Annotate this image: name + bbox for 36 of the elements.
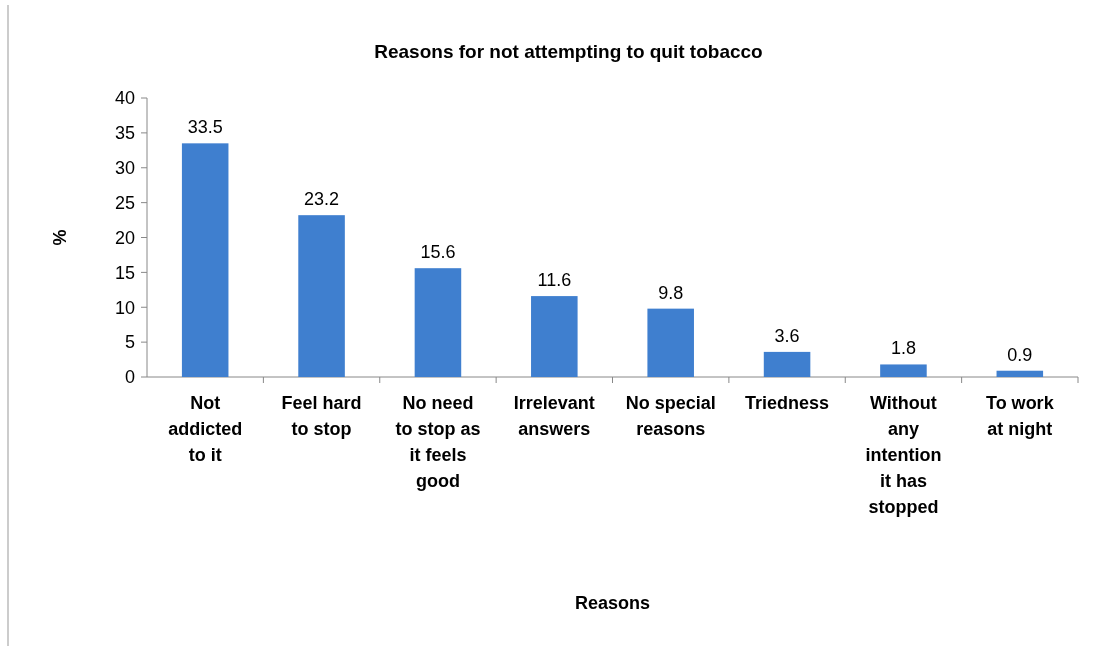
x-tick-label: No need to stop as it feels good [395, 393, 481, 491]
x-axis-title: Reasons [574, 593, 651, 613]
x-tick-label: Without any intention it has stopped [865, 393, 942, 517]
bar [414, 268, 462, 377]
y-tick-label: 40 [114, 88, 135, 109]
data-label: 9.8 [658, 282, 684, 303]
y-tick-label: 25 [114, 192, 135, 213]
x-tick-label: Irrelevant answers [513, 393, 595, 439]
data-label: 11.6 [537, 270, 572, 291]
x-tick-label: No special reasons [625, 393, 716, 439]
y-tick-label: 0 [124, 367, 135, 388]
bar [531, 296, 578, 377]
bar [647, 308, 694, 377]
y-tick-label: 20 [114, 227, 135, 248]
x-tick-label: To work at night [985, 393, 1055, 439]
bar [298, 215, 345, 377]
bar [181, 143, 229, 377]
bar [996, 370, 1044, 377]
y-tick-label: 10 [114, 297, 135, 318]
y-tick-label: 5 [124, 332, 135, 353]
y-tick-label: 35 [114, 123, 135, 144]
x-tick-label: Feel hard to stop [281, 393, 362, 439]
data-label: 3.6 [774, 325, 800, 346]
chart-title: Reasons for not attempting to quit tobacco [374, 41, 763, 62]
data-label: 15.6 [420, 242, 456, 263]
data-label: 23.2 [304, 189, 340, 210]
data-label: 1.8 [890, 338, 916, 359]
x-tick-label: Not addicted to it [168, 393, 243, 465]
data-label: 33.5 [187, 117, 223, 138]
data-label: 0.9 [1007, 344, 1033, 365]
y-axis-title: % [50, 229, 70, 246]
y-tick-label: 15 [114, 262, 135, 283]
y-tick-label: 30 [114, 158, 135, 179]
x-tick-label: Triedness [745, 393, 830, 413]
bar [763, 351, 811, 377]
bar [880, 364, 927, 377]
